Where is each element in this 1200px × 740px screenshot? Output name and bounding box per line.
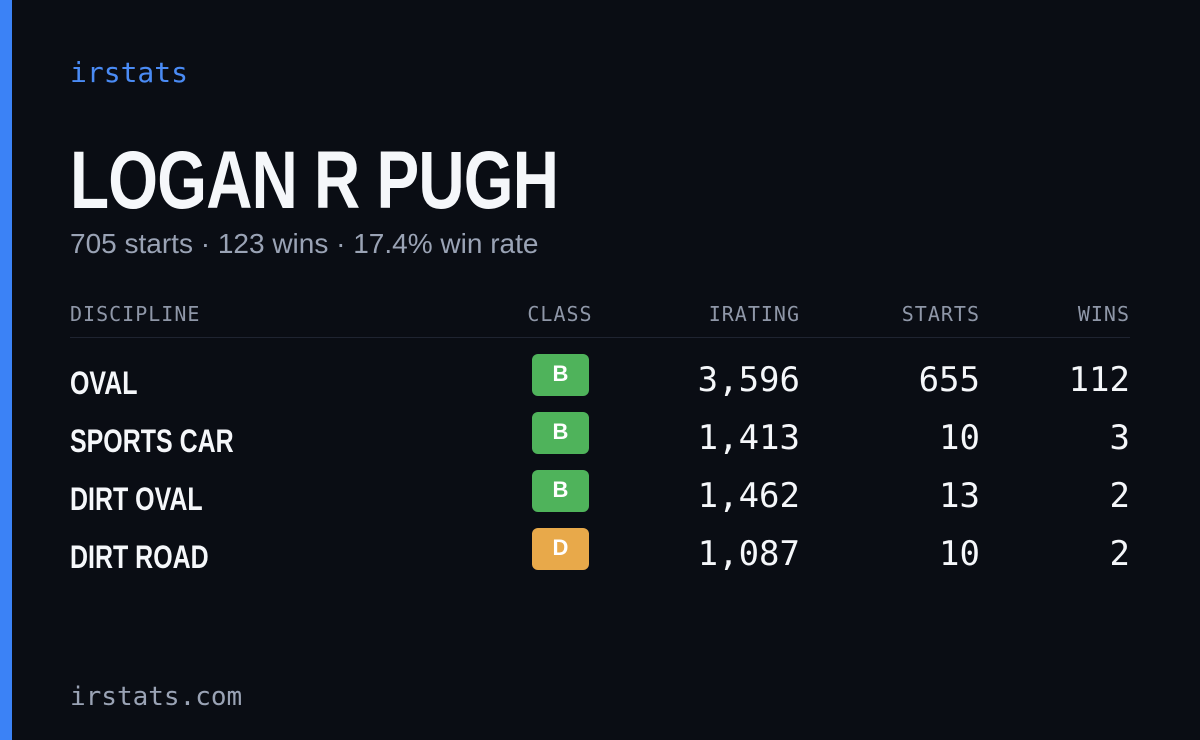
class-badge: B — [532, 412, 589, 454]
irating: 3,596 — [697, 360, 800, 400]
class-badge: B — [532, 470, 589, 512]
starts: 655 — [918, 360, 980, 400]
accent-bar — [0, 0, 12, 740]
irating: 1,413 — [697, 418, 800, 458]
class-badge: D — [532, 528, 589, 570]
starts: 10 — [939, 534, 980, 574]
column-header: CLASS — [527, 302, 593, 326]
discipline: OVAL — [70, 365, 138, 401]
driver-summary: 705 starts · 123 wins · 17.4% win rate — [70, 228, 539, 259]
starts: 13 — [939, 476, 980, 516]
column-header: DISCIPLINE — [70, 302, 201, 326]
class-badge: B — [532, 354, 589, 396]
header-rule — [70, 337, 1130, 338]
column-header: IRATING — [708, 302, 800, 326]
irating: 1,462 — [697, 476, 800, 516]
footer: irstats.com — [70, 682, 243, 712]
brand: irstats — [70, 56, 189, 89]
wins: 2 — [1109, 534, 1130, 574]
wins: 3 — [1109, 418, 1130, 458]
discipline: SPORTS CAR — [70, 423, 234, 459]
driver-name: LOGAN R PUGH — [70, 135, 559, 226]
irating: 1,087 — [697, 534, 800, 574]
discipline: DIRT OVAL — [70, 481, 203, 517]
column-header: STARTS — [901, 302, 980, 326]
starts: 10 — [939, 418, 980, 458]
column-header: WINS — [1077, 302, 1130, 326]
wins: 2 — [1109, 476, 1130, 516]
wins: 112 — [1068, 360, 1130, 400]
discipline: DIRT ROAD — [70, 539, 209, 575]
